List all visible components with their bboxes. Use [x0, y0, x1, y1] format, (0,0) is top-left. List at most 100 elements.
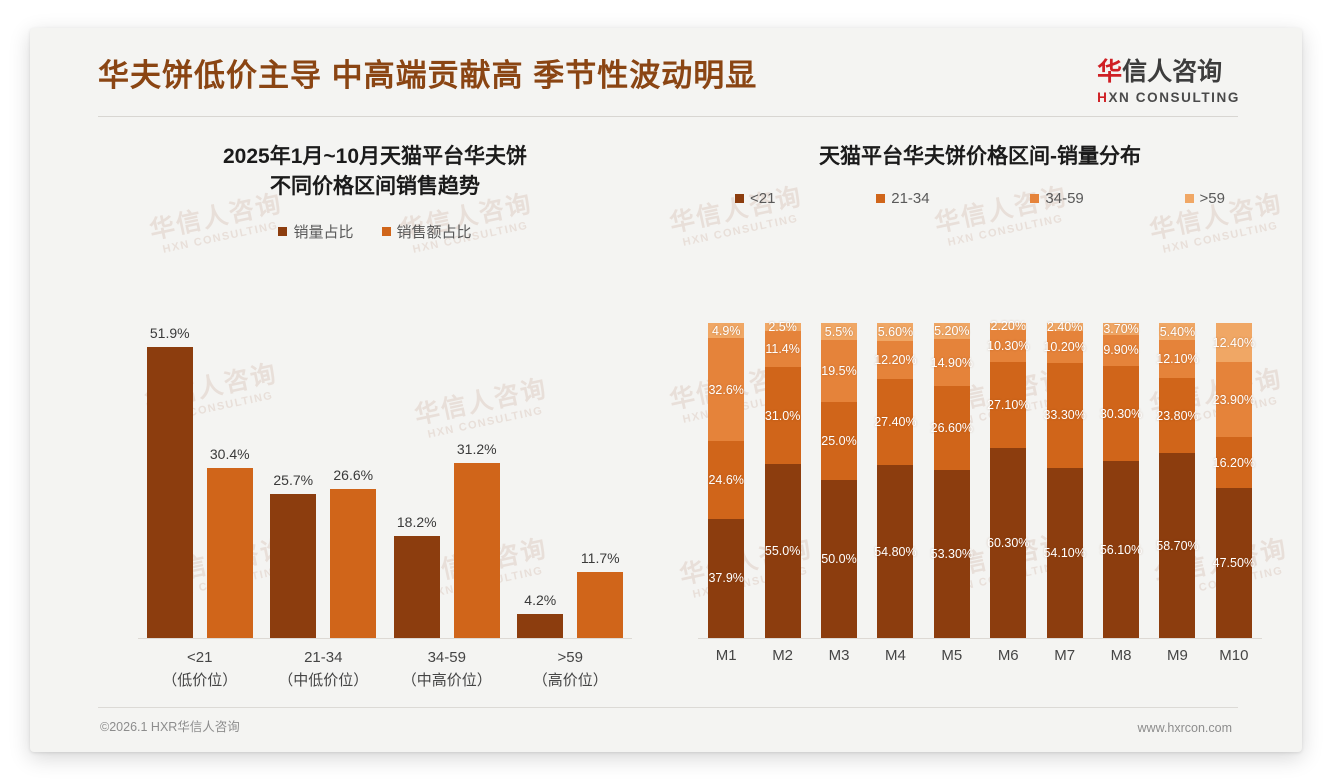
stack-segment-<21-M2[interactable]: 55.0%: [764, 464, 801, 638]
x-axis-label-sub: （高价位）: [532, 671, 608, 689]
stacked-bar[interactable]: 5.5% 19.5% 25.0% 50.0%: [821, 323, 858, 638]
stack-segment->59-M5[interactable]: 5.20%: [933, 323, 970, 340]
bar-销量占比-21-34[interactable]: 25.7%: [270, 313, 317, 638]
header-divider: [98, 116, 1238, 117]
stacked-bar[interactable]: 2.40% 10.20% 33.30% 54.10%: [1043, 319, 1086, 638]
stacked-bar[interactable]: 5.40% 12.10% 23.80% 58.70%: [1156, 323, 1199, 638]
stack-segment-34-59-M7[interactable]: 10.20%: [1043, 330, 1086, 363]
stack-segment->59-M3[interactable]: 5.5%: [821, 323, 858, 341]
legend-item->59[interactable]: >59: [1184, 190, 1225, 207]
stack-segment-label: 31.0%: [764, 408, 801, 423]
bar-销售额占比->59[interactable]: 11.7%: [577, 313, 624, 638]
stack-segment->59-M8[interactable]: 3.70%: [1103, 322, 1140, 336]
stack-segment-label: 11.4%: [765, 341, 800, 356]
bar-销量占比-<21[interactable]: 51.9%: [146, 313, 193, 638]
x-axis-label-M6: M6: [997, 647, 1019, 664]
stack-segment-<21-M6[interactable]: 60.30%: [987, 447, 1029, 638]
stack-segment-label: 55.0%: [764, 544, 801, 559]
stack-segment->59-M7[interactable]: 2.40%: [1046, 319, 1083, 334]
stack-segment-label: 19.5%: [821, 364, 857, 379]
legend-item-销售额占比[interactable]: 销售额占比: [381, 221, 472, 242]
stack-segment-34-59-M1[interactable]: 32.6%: [708, 338, 745, 442]
stacked-column-M5: 5.20% 14.90% 26.60% 53.30%: [924, 298, 980, 638]
stack-segment-34-59-M9[interactable]: 12.10%: [1156, 340, 1199, 379]
stack-segment-21-34-M6[interactable]: 27.10%: [987, 362, 1029, 448]
legend-swatch-icon: [1184, 194, 1194, 204]
x-axis-label-M9: M9: [1167, 647, 1188, 664]
stacked-bar[interactable]: 3.70% 9.90% 30.30% 56.10%: [1099, 322, 1143, 638]
stack-segment-<21-M4[interactable]: 54.80%: [874, 465, 917, 638]
x-axis-label-M2: M2: [772, 647, 794, 664]
bar-value-label: 4.2%: [524, 592, 557, 608]
stack-segment-34-59-M8[interactable]: 9.90%: [1103, 334, 1140, 366]
stack-segment-21-34-M4[interactable]: 27.40%: [874, 379, 917, 466]
stacked-bar[interactable]: 5.20% 14.90% 26.60% 53.30%: [930, 323, 974, 638]
stack-segment-21-34-M9[interactable]: 23.80%: [1156, 378, 1199, 454]
stacked-bar[interactable]: 2.20% 10.30% 27.10% 60.30%: [987, 319, 1029, 638]
legend-label: 34-59: [1045, 190, 1084, 208]
legend-swatch-icon: [381, 226, 391, 236]
stack-segment-<21-M5[interactable]: 53.30%: [930, 470, 974, 638]
legend-item-34-59[interactable]: 34-59: [1030, 190, 1084, 208]
legend-swatch-icon: [735, 194, 744, 204]
stack-segment-<21-M1[interactable]: 37.9%: [708, 518, 745, 638]
legend-item-21-34[interactable]: 21-34: [876, 190, 930, 207]
stack-segment-21-34-M2[interactable]: 31.0%: [764, 366, 801, 465]
stack-segment-34-59-M3[interactable]: 19.5%: [821, 340, 858, 402]
bar-销量占比-34-59[interactable]: 18.2%: [393, 313, 440, 638]
stack-segment-label: 2.40%: [1046, 319, 1083, 334]
x-axis-label-M1: M1: [715, 647, 737, 664]
stack-segment-21-34-M1[interactable]: 24.6%: [708, 441, 745, 519]
bar-销售额占比-<21[interactable]: 30.4%: [206, 313, 253, 638]
stack-segment-21-34-M7[interactable]: 33.30%: [1043, 362, 1086, 468]
left-chart-plot-area: 51.9% 30.4% 25.7% 26.6% 18.2% 31.2% 4.2% 11.7%: [138, 313, 632, 638]
stack-segment-34-59-M4[interactable]: 12.20%: [874, 340, 917, 380]
stack-segment->59-M9[interactable]: 5.40%: [1159, 323, 1196, 340]
x-axis-label-M10: M10: [1219, 647, 1249, 664]
x-axis-label-M8: M8: [1110, 647, 1132, 664]
stack-segment-<21-M7[interactable]: 54.10%: [1043, 467, 1086, 638]
stack-segment-34-59-M6[interactable]: 10.30%: [987, 329, 1029, 363]
stack-segment->59-M1[interactable]: 4.9%: [708, 323, 745, 339]
stack-segment-21-34-M10[interactable]: 16.20%: [1213, 437, 1255, 489]
stack-segment-<21-M9[interactable]: 58.70%: [1156, 453, 1199, 638]
stack-segment-34-59-M2[interactable]: 11.4%: [764, 330, 801, 367]
stack-segment-34-59-M5[interactable]: 14.90%: [931, 339, 973, 387]
stacked-bar[interactable]: 5.60% 12.20% 27.40% 54.80%: [874, 323, 917, 638]
right-chart-axis-line: [698, 638, 1262, 639]
stacked-bar[interactable]: 12.40% 23.90% 16.20% 47.50%: [1212, 323, 1256, 638]
stack-segment-34-59-M10[interactable]: 23.90%: [1212, 362, 1256, 438]
stack-segment-<21-M10[interactable]: 47.50%: [1213, 488, 1255, 638]
legend-item-<21[interactable]: <21: [735, 190, 775, 207]
bar-销售额占比-34-59[interactable]: 31.2%: [453, 313, 500, 638]
stack-segment->59-M6[interactable]: 2.20%: [990, 319, 1027, 333]
logo-char-hua: 华: [1097, 58, 1123, 86]
stack-segment-<21-M8[interactable]: 56.10%: [1099, 461, 1143, 638]
stack-segment-21-34-M8[interactable]: 30.30%: [1100, 365, 1142, 462]
stack-segment-21-34-M3[interactable]: 25.0%: [821, 401, 858, 481]
legend-label: <21: [750, 190, 776, 208]
stack-segment-label: 2.5%: [768, 319, 797, 334]
stacked-bar[interactable]: 2.5% 11.4% 31.0% 55.0%: [764, 319, 801, 638]
stack-segment->59-M2[interactable]: 2.5%: [764, 319, 801, 334]
stacked-column-M4: 5.60% 12.20% 27.40% 54.80%: [867, 298, 923, 638]
chart-panel-left: 2025年1月~10月天猫平台华夫饼 不同价格区间销售趋势 销量占比 销售额占比 …: [80, 128, 670, 689]
bar-销售额占比-21-34[interactable]: 26.6%: [330, 313, 377, 638]
x-axis-label-M3: M3: [828, 647, 850, 664]
stacked-column-M2: 2.5% 11.4% 31.0% 55.0%: [754, 298, 810, 638]
stack-segment-label: 56.10%: [1099, 542, 1143, 557]
stack-segment-label: 24.6%: [708, 472, 744, 487]
bar-销量占比->59[interactable]: 4.2%: [517, 313, 564, 638]
stacked-bar[interactable]: 4.9% 32.6% 24.6% 37.9%: [708, 323, 745, 638]
stack-segment->59-M4[interactable]: 5.60%: [877, 323, 914, 341]
logo-chars-rest: 信人咨询: [1122, 58, 1223, 86]
stack-segment-label: 53.30%: [930, 547, 974, 562]
stack-segment-<21-M3[interactable]: 50.0%: [821, 480, 858, 638]
stack-segment-label: 54.10%: [1043, 545, 1086, 560]
stack-segment-label: 23.90%: [1212, 392, 1256, 407]
stack-segment->59-M10[interactable]: 12.40%: [1213, 323, 1255, 363]
stack-segment-21-34-M5[interactable]: 26.60%: [931, 386, 973, 471]
bar-value-label: 11.7%: [580, 550, 620, 566]
legend-item-销量占比[interactable]: 销量占比: [278, 221, 354, 242]
bar-rect: [146, 347, 193, 638]
